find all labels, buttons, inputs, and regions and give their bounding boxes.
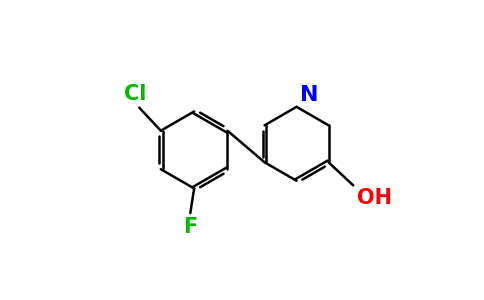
- Text: Cl: Cl: [124, 84, 147, 104]
- Text: F: F: [183, 217, 197, 237]
- Text: OH: OH: [357, 188, 392, 208]
- Text: N: N: [300, 85, 318, 104]
